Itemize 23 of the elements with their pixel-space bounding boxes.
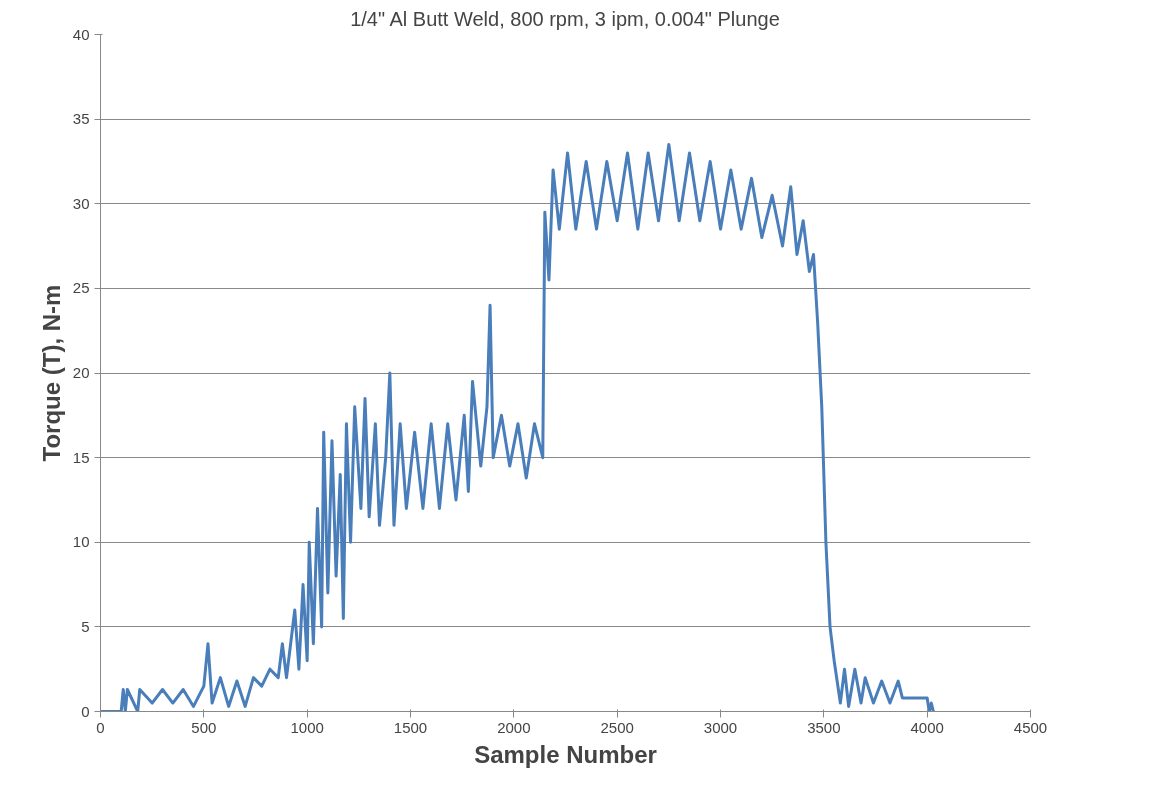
x-tick-label: 2000 (497, 718, 531, 736)
x-tick-label: 500 (191, 718, 217, 736)
y-tick-label: 15 (72, 448, 90, 466)
x-tick-label: 3000 (703, 718, 738, 736)
x-tick-label: 1000 (290, 718, 324, 736)
x-axis-title: Sample Number (474, 740, 657, 768)
x-tick-label: 0 (96, 718, 105, 736)
y-tick-label: 25 (72, 279, 90, 297)
y-axis-title: Torque (T), N-m (37, 284, 65, 462)
y-tick-label: 10 (72, 533, 90, 551)
x-tick-label: 2500 (600, 718, 634, 736)
y-tick-label: 40 (72, 25, 90, 43)
x-tick-label: 1500 (393, 718, 428, 736)
y-tick-label: 0 (81, 702, 90, 720)
chart-title: 1/4" Al Butt Weld, 800 rpm, 3 ipm, 0.004" Plunge (350, 7, 780, 30)
x-tick-label: 4000 (910, 718, 944, 736)
x-tick-label: 3500 (807, 718, 841, 736)
y-tick-label: 30 (72, 194, 90, 212)
x-tick-label: 4500 (1013, 718, 1048, 736)
y-tick-label: 35 (72, 110, 90, 128)
y-tick-label: 20 (72, 364, 90, 381)
line-series (100, 143, 935, 712)
y-tick-label: 5 (81, 617, 90, 635)
